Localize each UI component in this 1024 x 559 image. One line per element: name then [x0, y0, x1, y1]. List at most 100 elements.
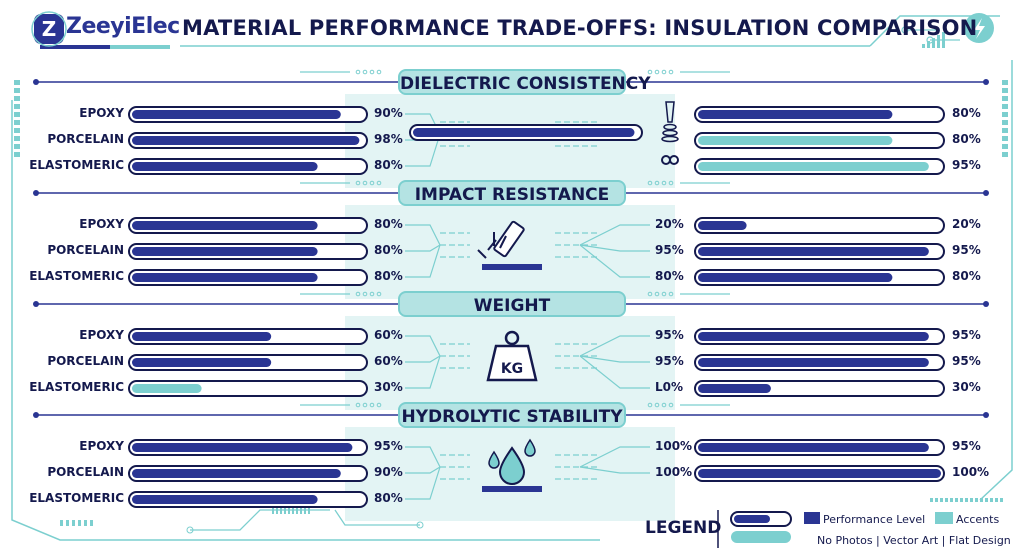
hatch-mark: [1002, 112, 1008, 117]
legend-label-accents: Accents: [956, 513, 1000, 526]
separator-dot: [647, 69, 653, 75]
impact-spark: [477, 249, 487, 259]
row-label: EPOXY: [79, 328, 124, 342]
connector-line: [405, 355, 441, 363]
separator-dot: [661, 402, 667, 408]
separator-dot: [355, 180, 361, 186]
signal-bar: [942, 32, 945, 48]
hatch-mark: [14, 152, 20, 157]
connector-line: [405, 224, 441, 246]
hatch-mark: [14, 104, 20, 109]
hatch-mark: [292, 506, 294, 514]
mid-value-label: 80%: [655, 269, 684, 283]
separator-dot: [33, 301, 39, 307]
right-value-label: 95%: [952, 328, 981, 342]
legend-swatch-accents: [935, 512, 953, 524]
mid-value-label: 95%: [655, 354, 684, 368]
legend-accent-sample: [731, 531, 791, 543]
separator-dot: [376, 69, 382, 75]
connector-line: [579, 224, 650, 246]
separator-dot: [33, 190, 39, 196]
separator-dot: [33, 79, 39, 85]
hatch-mark: [304, 506, 306, 514]
row-label: PORCELAIN: [47, 243, 124, 257]
connector-line: [579, 466, 650, 474]
hatch-mark: [84, 520, 87, 526]
logo-ring: [31, 11, 67, 47]
left-value-label: 30%: [374, 380, 403, 394]
left-bar-fill: [132, 384, 202, 393]
circuit-node: [186, 526, 194, 534]
separator-dot: [355, 291, 361, 297]
left-bar-fill: [132, 358, 272, 367]
circuit-trace-top-right: [869, 15, 1000, 47]
separator-dot: [654, 291, 660, 297]
hatch-mark: [66, 520, 69, 526]
right-value-label: 95%: [952, 243, 981, 257]
separator-dot: [983, 301, 989, 307]
separator-dot: [661, 69, 667, 75]
water-drop-small: [524, 438, 536, 457]
hatch-mark: [1002, 96, 1008, 101]
legend-bar-sample-fill: [734, 515, 770, 523]
separator-dot: [376, 180, 382, 186]
connector-line: [405, 466, 441, 474]
separator-dot: [355, 69, 361, 75]
weight-body: [486, 344, 538, 382]
separator-dot: [647, 291, 653, 297]
left-value-label: 80%: [374, 243, 403, 257]
separator-dot: [369, 402, 375, 408]
separator-dot: [983, 79, 989, 85]
row-label: PORCELAIN: [47, 465, 124, 479]
left-bar-fill: [132, 273, 318, 282]
hatch-mark: [296, 506, 298, 514]
z-logo-icon: [34, 14, 64, 44]
hatch-mark: [1002, 128, 1008, 133]
row-label: ELASTOMERIC: [29, 380, 124, 394]
mid-value-label: 100%: [655, 439, 693, 453]
connector-line: [405, 466, 441, 500]
connector-line: [579, 244, 650, 278]
separator-dot: [654, 69, 660, 75]
connector-line: [579, 244, 650, 252]
connector-line: [405, 133, 441, 167]
right-bar-fill: [698, 469, 941, 478]
insulator-disc: [663, 123, 677, 131]
brand-name: ZeeyiElec: [66, 14, 180, 39]
mid-value-label: 95%: [655, 328, 684, 342]
separator-dot: [654, 180, 660, 186]
row-label: ELASTOMERIC: [29, 491, 124, 505]
hatch-mark: [1002, 144, 1008, 149]
lightning-icon: [974, 18, 985, 39]
mid-value-label: 95%: [655, 243, 684, 257]
hatch-mark: [14, 136, 20, 141]
right-value-label: 100%: [952, 465, 990, 479]
hatch-mark: [14, 80, 20, 85]
hatch-mark: [78, 520, 81, 526]
left-bar-fill: [132, 221, 318, 230]
right-value-label: 80%: [952, 106, 981, 120]
separator-dot: [983, 412, 989, 418]
hatch-mark: [276, 506, 278, 514]
hatch-mark: [272, 506, 274, 514]
circuit-trace-bottom: [334, 509, 420, 526]
frame-line-left: [11, 100, 600, 541]
left-bar-fill: [132, 136, 360, 145]
right-value-label: 80%: [952, 132, 981, 146]
left-value-label: 80%: [374, 217, 403, 231]
separator-dot: [369, 69, 375, 75]
footer-note: No Photos | Vector Art | Flat Design: [817, 534, 1011, 547]
connector-line: [579, 335, 650, 357]
left-bar-fill: [132, 110, 341, 119]
hatch-mark: [1002, 136, 1008, 141]
right-bar-fill: [698, 332, 929, 341]
section-panel: [345, 205, 675, 299]
right-value-label: 30%: [952, 380, 981, 394]
hatch-mark: [288, 506, 290, 514]
connector-line: [405, 335, 441, 357]
right-bar-fill: [698, 358, 929, 367]
hatch-mark: [14, 144, 20, 149]
hatch-mark: [308, 506, 310, 514]
signal-bar: [932, 38, 935, 48]
signal-bar: [937, 35, 940, 48]
